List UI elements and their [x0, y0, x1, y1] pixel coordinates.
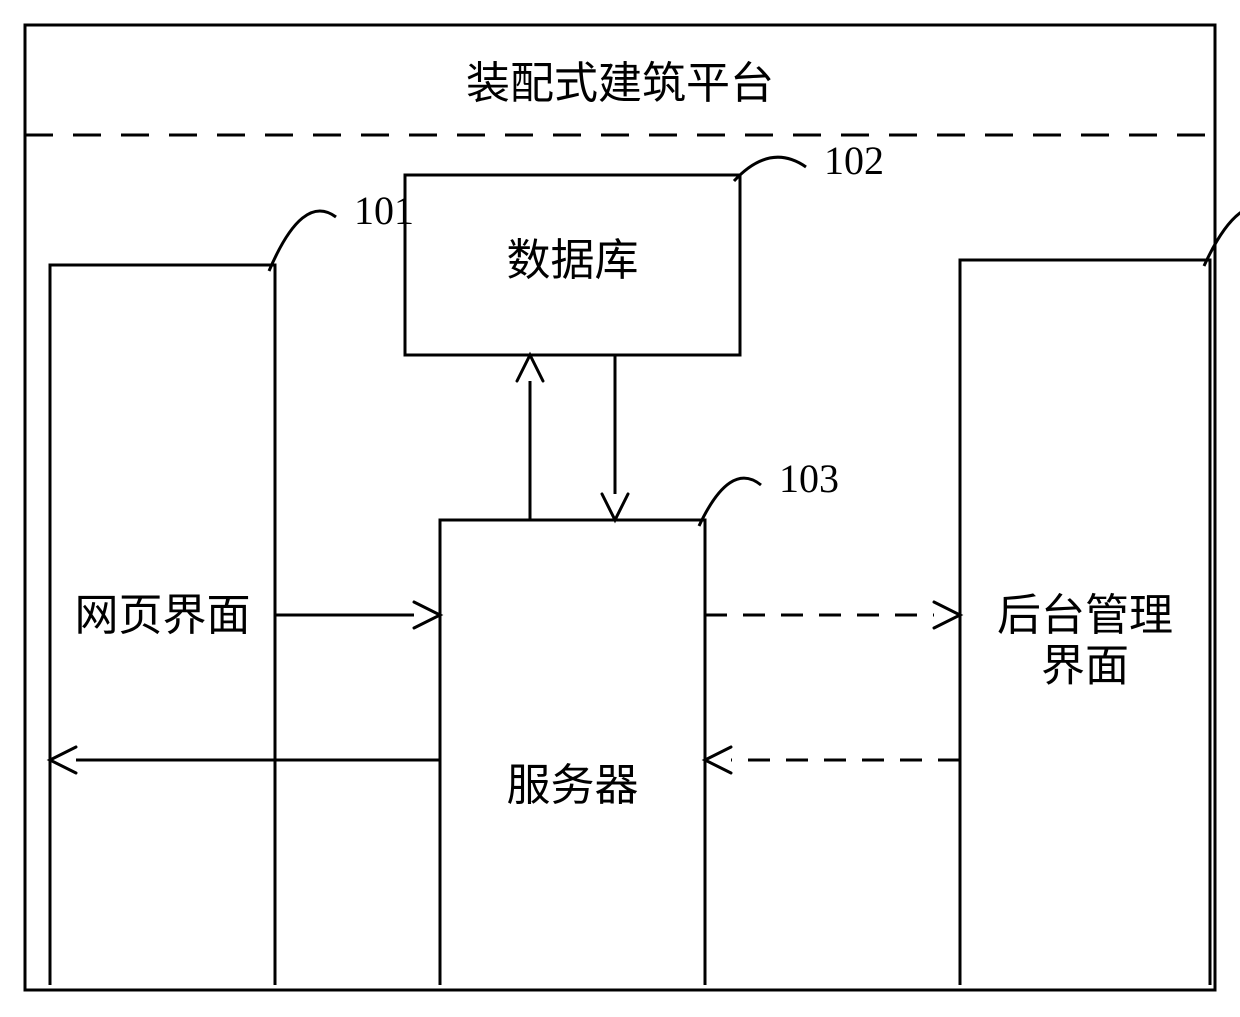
database-box-label: 数据库 [507, 236, 639, 285]
server-box [440, 520, 705, 985]
title: 装配式建筑平台 [466, 59, 774, 108]
server-box-tag: 103 [779, 456, 839, 501]
arrow-server-to-db [517, 355, 543, 520]
arrow-admin-to-server [705, 747, 960, 773]
diagram-canvas: 装配式建筑平台数据库102网页界面101服务器103后台管理界面104 [0, 0, 1240, 1017]
arrow-db-to-server [602, 355, 628, 520]
admin-ui-box-label: 后台管理界面 [997, 591, 1173, 691]
arrow-server-to-web [50, 747, 440, 773]
web-ui-box-label: 网页界面 [75, 591, 251, 640]
database-box-tag: 102 [824, 138, 884, 183]
web-ui-box-tag: 101 [354, 188, 414, 233]
arrow-web-to-server [275, 602, 440, 628]
server-box-label: 服务器 [507, 761, 639, 810]
arrow-server-to-admin [705, 602, 960, 628]
